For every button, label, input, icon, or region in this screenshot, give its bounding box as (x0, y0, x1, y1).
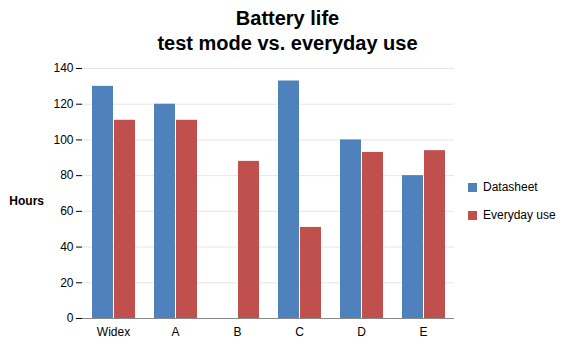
svg-text:D: D (357, 325, 366, 339)
html-text:test mode vs. everyday use: test mode vs. everyday use (157, 32, 418, 54)
svg-text:Widex: Widex (97, 325, 130, 339)
html-text:Datasheet: Datasheet (483, 180, 538, 194)
svg-text:80: 80 (60, 168, 74, 182)
svg-text:120: 120 (53, 97, 73, 111)
svg-text:E: E (419, 325, 427, 339)
svg-text:40: 40 (60, 240, 74, 254)
html-text:Everyday use: Everyday use (483, 208, 556, 222)
svg-text:60: 60 (60, 204, 74, 218)
html-text:Battery life: Battery life (235, 7, 340, 29)
svg-text:B: B (233, 325, 241, 339)
svg-text:C: C (295, 325, 304, 339)
html-text:Hours: Hours (9, 194, 44, 208)
svg-text:140: 140 (53, 61, 73, 75)
svg-text:0: 0 (67, 311, 74, 325)
svg-text:A: A (171, 325, 179, 339)
svg-text:100: 100 (53, 133, 73, 147)
svg-text:20: 20 (60, 276, 74, 290)
